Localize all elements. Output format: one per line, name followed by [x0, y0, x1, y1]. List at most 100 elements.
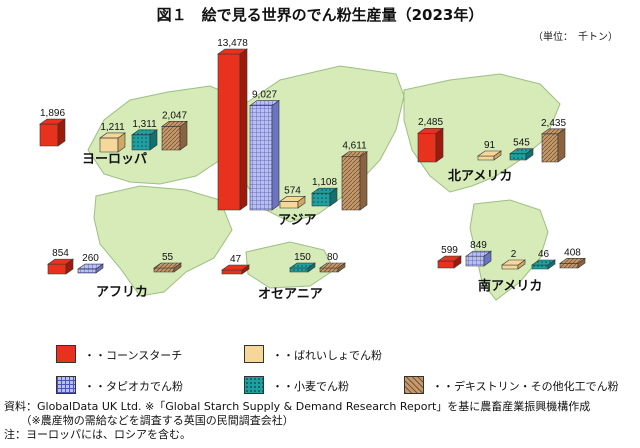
bar-top-north_america-corn [417, 127, 444, 134]
bar-south_america-wheat: 46 [531, 249, 556, 270]
bar-top-africa-dextrin [153, 262, 182, 269]
value-label-europe-potato: 1,211 [100, 122, 125, 133]
bar-south_america-dextrin: 408 [559, 247, 586, 269]
bar-south_america-potato: 2 [501, 249, 526, 270]
value-label-africa-tapioca: 260 [82, 253, 99, 264]
unit-label: （単位： 千トン） [533, 32, 618, 43]
bar-top-europe-wheat [131, 129, 158, 136]
value-label-oceania-dextrin: 80 [327, 252, 339, 263]
bar-asia-corn: 13,478 [217, 38, 248, 211]
continent-north-america [403, 73, 561, 193]
bar-oceania-dextrin: 80 [319, 252, 346, 273]
bar-side-asia-tapioca [271, 99, 280, 211]
bar-front-oceania-corn [221, 269, 243, 275]
bar-side-asia-corn [239, 48, 248, 211]
bar-top-south_america-dextrin [559, 257, 586, 264]
bar-top-oceania-wheat [289, 262, 316, 269]
bar-oceania-corn: 47 [221, 254, 250, 275]
bar-top-north_america-dextrin [541, 128, 566, 135]
bar-front-oceania-wheat [289, 267, 309, 273]
region-label-layer: ヨーロッパ アジア 北アメリカ アフリカ オセアニア 南アメリカ [82, 151, 542, 301]
bar-oceania-wheat: 150 [289, 252, 316, 273]
bar-europe-potato: 1,211 [99, 122, 126, 153]
bar-side-asia-dextrin [359, 151, 368, 211]
region-label-south-america: 南アメリカ [478, 278, 542, 293]
value-label-oceania-corn: 47 [230, 254, 242, 265]
value-label-north_america-dextrin: 2,435 [541, 118, 566, 129]
value-label-asia-potato: 574 [284, 185, 301, 196]
bar-africa-dextrin: 55 [153, 252, 182, 273]
bar-top-north_america-wheat [509, 148, 534, 154]
region-label-africa: アフリカ [96, 284, 148, 299]
bar-asia-potato: 574 [279, 185, 306, 209]
bar-front-africa-dextrin [153, 267, 175, 273]
bar-north_america-dextrin: 2,435 [541, 118, 566, 163]
bar-front-asia-corn [217, 53, 241, 211]
value-label-south_america-wheat: 46 [538, 249, 550, 260]
bar-side-north_america-dextrin [557, 128, 566, 163]
bar-front-asia-wheat [311, 192, 331, 207]
value-label-south_america-dextrin: 408 [564, 247, 581, 258]
bar-south_america-corn: 599 [437, 245, 462, 269]
value-label-oceania-wheat: 150 [294, 252, 311, 263]
value-label-asia-dextrin: 4,611 [342, 141, 367, 152]
bar-front-north_america-wheat [509, 153, 527, 161]
bar-top-asia-potato [279, 196, 306, 202]
value-label-asia-wheat: 1,108 [312, 177, 337, 188]
bar-front-south_america-potato [501, 264, 519, 270]
bar-top-asia-tapioca [249, 100, 280, 106]
bar-layer: 1,896 1,211 1,311 2,047 13,478 9,027 574 1,108 4… [39, 38, 586, 275]
bar-asia-tapioca: 9,027 [249, 90, 280, 211]
bar-top-europe-potato [99, 132, 126, 139]
value-label-north_america-corn: 2,485 [418, 117, 443, 128]
bar-front-south_america-wheat [531, 264, 549, 270]
bar-asia-dextrin: 4,611 [341, 141, 368, 211]
note-source-detail: （※農産物の需給などを調査する英国の民間調査会社） [4, 414, 294, 427]
bar-top-oceania-dextrin [319, 262, 346, 269]
bar-africa-tapioca: 260 [77, 253, 104, 274]
bar-north_america-corn: 2,485 [417, 117, 444, 163]
value-label-south_america-potato: 2 [511, 249, 517, 260]
bar-front-europe-dextrin [161, 126, 181, 151]
value-label-africa-corn: 854 [52, 248, 69, 259]
bar-top-south_america-wheat [531, 259, 556, 266]
bar-front-south_america-tapioca [465, 255, 485, 267]
bar-top-africa-tapioca [77, 263, 104, 270]
value-label-north_america-wheat: 545 [513, 138, 530, 149]
value-label-europe-wheat: 1,311 [132, 119, 157, 130]
note-europe: 注：ヨーロッパには、ロシアを含む。 [4, 428, 191, 441]
bar-top-europe-corn [39, 118, 66, 125]
bar-top-south_america-tapioca [465, 250, 492, 257]
bar-top-africa-corn [47, 258, 74, 265]
bar-side-north_america-corn [435, 127, 444, 163]
bar-front-asia-potato [279, 201, 299, 209]
bar-africa-corn: 854 [47, 248, 74, 275]
chart-title: 図１ 絵で見る世界のでん粉生産量（2023年） [156, 6, 484, 24]
value-label-north_america-potato: 91 [484, 140, 496, 151]
value-label-europe-corn: 1,896 [40, 108, 65, 119]
bar-front-oceania-dextrin [319, 267, 339, 273]
bar-top-europe-dextrin [161, 121, 188, 127]
bar-south_america-tapioca: 849 [465, 240, 492, 267]
value-label-south_america-corn: 599 [441, 245, 458, 256]
bar-front-south_america-corn [437, 260, 455, 269]
bar-top-south_america-potato [501, 259, 526, 266]
bar-top-south_america-corn [437, 255, 462, 262]
bar-front-north_america-corn [417, 132, 437, 163]
note-source: 資料：GlobalData UK Ltd. ※「Global Starch Su… [4, 400, 591, 413]
bar-front-south_america-dextrin [559, 262, 579, 269]
region-label-europe: ヨーロッパ [82, 151, 147, 166]
continent-south-america [469, 199, 549, 301]
continent-oceania [245, 241, 335, 289]
bar-top-north_america-potato [477, 150, 502, 157]
source-notes: 資料：GlobalData UK Ltd. ※「Global Starch Su… [4, 400, 640, 442]
bar-north_america-potato: 91 [477, 140, 502, 161]
bar-front-europe-wheat [131, 134, 151, 151]
bar-front-europe-potato [99, 137, 119, 153]
bar-north_america-wheat: 545 [509, 138, 534, 161]
continent-africa [93, 185, 233, 297]
value-label-south_america-tapioca: 849 [470, 240, 487, 251]
value-label-africa-dextrin: 55 [162, 252, 174, 263]
bar-europe-wheat: 1,311 [131, 119, 158, 151]
